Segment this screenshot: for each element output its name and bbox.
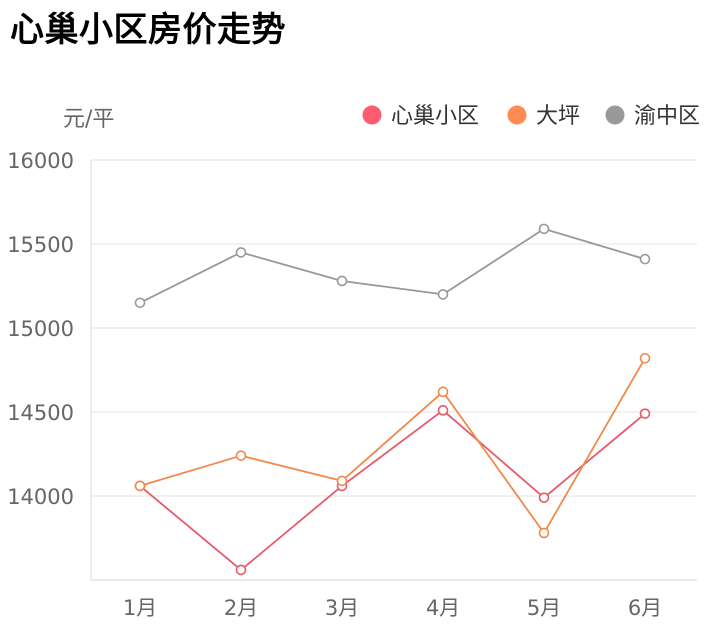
- data-point[interactable]: [134, 480, 146, 492]
- data-point[interactable]: [235, 450, 247, 461]
- data-point[interactable]: [134, 297, 146, 309]
- legend-item-3[interactable]: 渝中区: [605, 104, 701, 129]
- x-tick-label: 2月: [224, 596, 258, 620]
- data-point[interactable]: [235, 247, 247, 258]
- series-line-2: [139, 357, 646, 534]
- legend[interactable]: 心巢小区 大坪 渝中区: [362, 104, 701, 129]
- legend-marker: [507, 105, 527, 125]
- data-point[interactable]: [639, 408, 651, 419]
- y-tick-label: 14500: [7, 401, 74, 425]
- data-point[interactable]: [538, 527, 550, 539]
- data-point[interactable]: [639, 253, 651, 265]
- x-tick-label: 5月: [527, 596, 561, 620]
- y-tick-label: 15500: [7, 233, 74, 257]
- x-tick-label: 4月: [426, 596, 460, 620]
- legend-label: 心巢小区: [391, 104, 479, 129]
- axes: 14000 14500 15000 15500 16000 元/平 1月 2月 3月 4月 5月 6月: [7, 107, 697, 620]
- data-point[interactable]: [639, 352, 651, 364]
- legend-item-2[interactable]: 大坪: [507, 104, 581, 129]
- y-tick-label: 16000: [7, 149, 74, 173]
- legend-marker: [605, 105, 625, 125]
- data-point[interactable]: [336, 475, 348, 487]
- y-tick-label: 14000: [7, 485, 74, 509]
- legend-label: 渝中区: [634, 104, 700, 129]
- x-tick-label: 6月: [628, 596, 662, 620]
- x-tick-label: 3月: [325, 596, 359, 620]
- y-tick-label: 15000: [7, 317, 74, 341]
- series-lines: [134, 223, 651, 576]
- grid-lines: [91, 159, 697, 497]
- series-line-3: [139, 227, 646, 304]
- data-point[interactable]: [538, 492, 550, 503]
- legend-item-1[interactable]: 心巢小区: [362, 104, 480, 129]
- x-tick-label: 1月: [123, 596, 157, 620]
- page-title: 心巢小区房价走势: [10, 10, 286, 50]
- data-point[interactable]: [235, 564, 247, 576]
- y-axis-unit-label: 元/平: [63, 107, 114, 132]
- data-point[interactable]: [437, 289, 449, 300]
- data-point[interactable]: [538, 223, 550, 235]
- legend-label: 大坪: [536, 104, 580, 129]
- series-line-1: [139, 409, 646, 571]
- data-point[interactable]: [437, 405, 449, 416]
- legend-marker: [362, 105, 382, 125]
- data-point[interactable]: [437, 386, 449, 398]
- data-point[interactable]: [336, 275, 348, 287]
